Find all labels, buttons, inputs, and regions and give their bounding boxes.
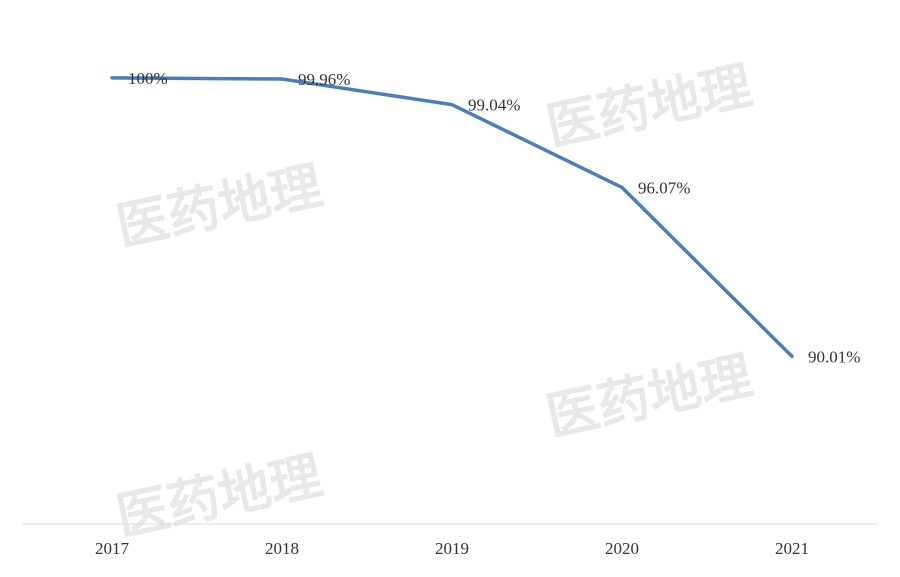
watermark: 医药地理 (541, 346, 757, 448)
watermark: 医药地理 (111, 446, 327, 548)
data-label: 96.07% (638, 178, 690, 197)
watermark: 医药地理 (111, 156, 327, 258)
line (110, 76, 794, 359)
x-tick-label: 2020 (605, 539, 639, 558)
x-tick-label: 2017 (95, 539, 130, 558)
data-label: 90.01% (808, 347, 860, 366)
data-label: 99.96% (298, 70, 350, 89)
data-label: 99.04% (468, 96, 520, 115)
data-label: 100% (128, 69, 168, 88)
x-tick-label: 2021 (775, 539, 809, 558)
x-tick-label: 2019 (435, 539, 469, 558)
x-tick-label: 2018 (265, 539, 299, 558)
watermark: 医药地理 (541, 56, 757, 158)
